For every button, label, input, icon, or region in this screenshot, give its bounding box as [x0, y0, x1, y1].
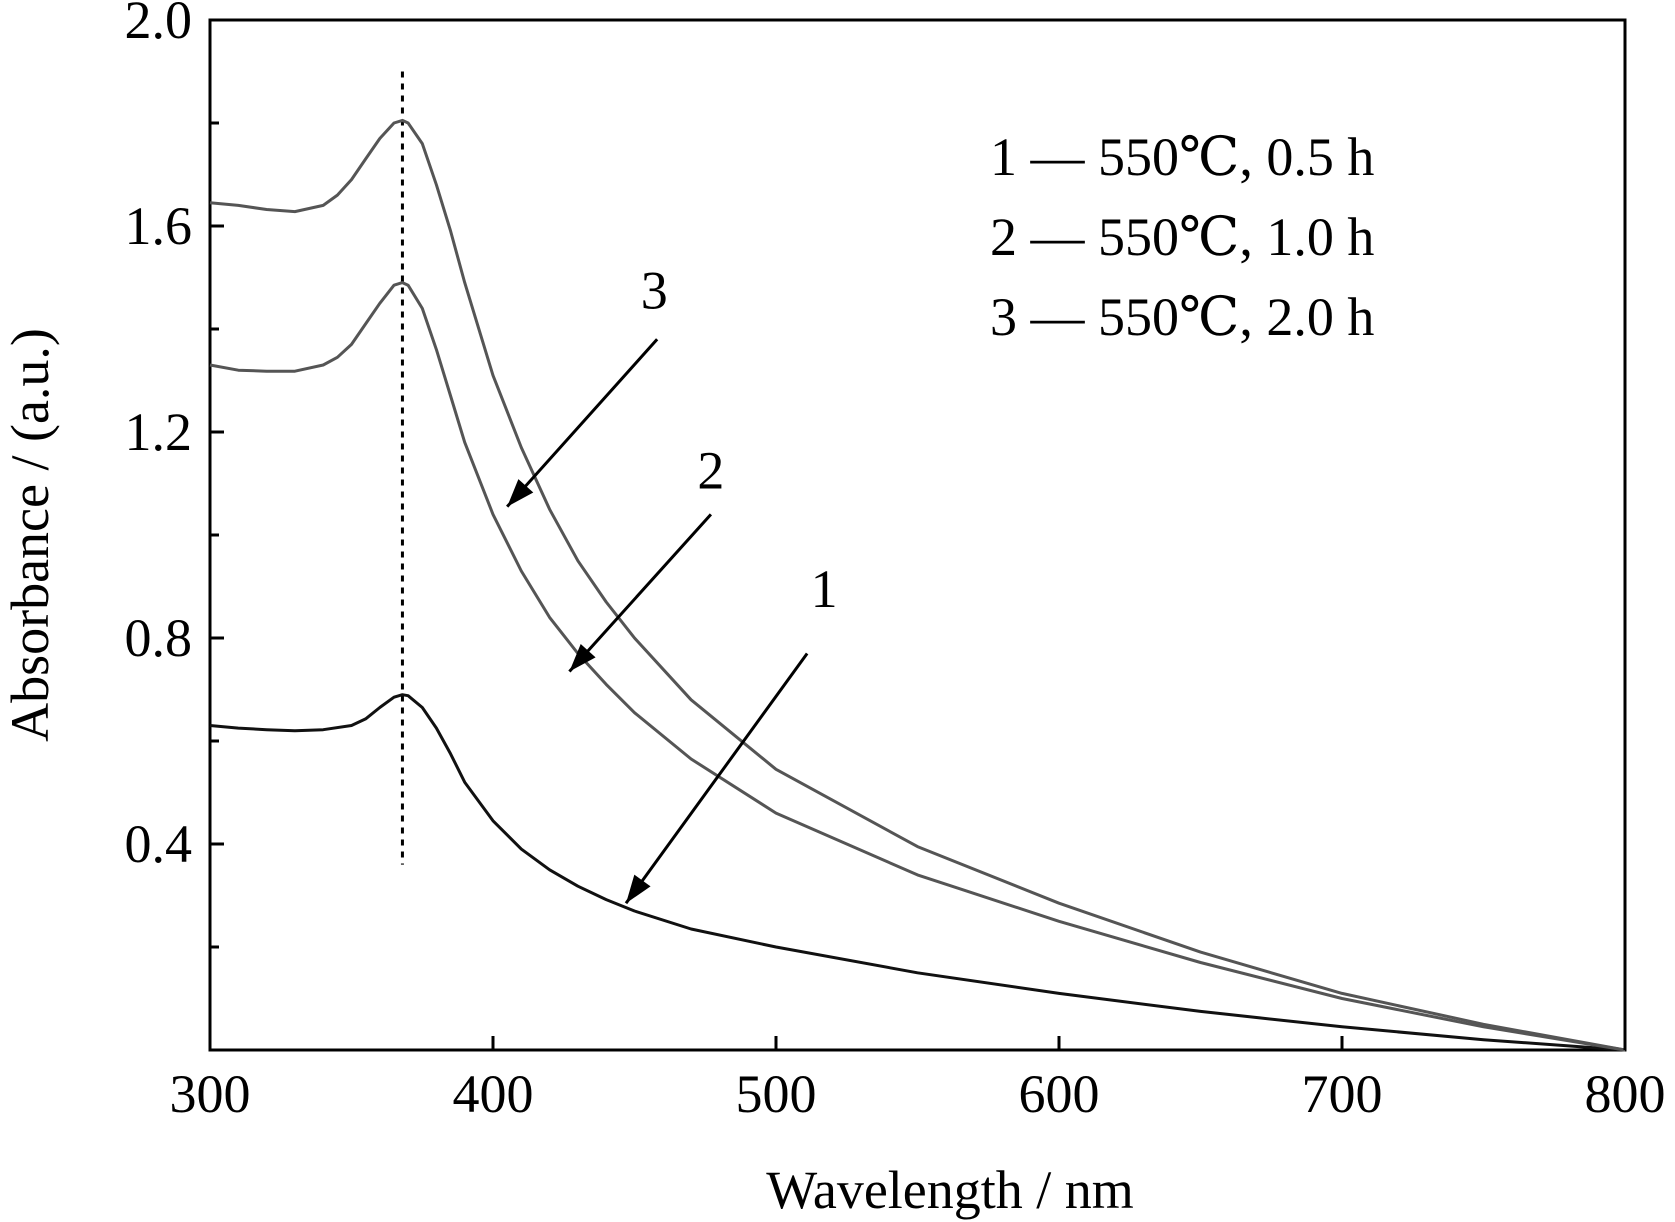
series-layer: [209, 118, 1626, 1052]
curve-labels: 1 2 3: [641, 260, 838, 619]
series-line-3: [209, 118, 1626, 1052]
arrow-head-3: [507, 479, 534, 507]
curve-label-3: 3: [641, 260, 668, 320]
arrow-line-2: [568, 513, 713, 673]
arrow-head-1: [626, 874, 651, 904]
legend-entry-1: 1 — 550℃, 0.5 h: [990, 127, 1374, 187]
series-line-2: [209, 281, 1626, 1052]
x-tick-label: 700: [1302, 1064, 1383, 1124]
curve-label-1: 1: [811, 559, 838, 619]
curve-label-2: 2: [697, 441, 724, 501]
y-tick-label: 2.0: [125, 0, 193, 50]
y-tick-label: 0.4: [125, 814, 193, 874]
x-tick-label: 400: [453, 1064, 534, 1124]
x-tick-label: 500: [736, 1064, 817, 1124]
y-axis-title: Absorbance / (a.u.): [0, 328, 60, 742]
tick-layer: [208, 18, 1627, 1050]
series-line-1: [209, 693, 1626, 1052]
arrow-layer: [506, 338, 809, 905]
arrow-line-1: [624, 652, 809, 905]
arrow-head-2: [569, 643, 596, 672]
x-tick-label: 800: [1585, 1064, 1666, 1124]
legend-entry-2: 2 — 550℃, 1.0 h: [990, 207, 1374, 267]
legend: 1 — 550℃, 0.5 h 2 — 550℃, 1.0 h 3 — 550℃…: [990, 127, 1374, 347]
legend-entry-3: 3 — 550℃, 2.0 h: [990, 287, 1374, 347]
x-tick-label: 300: [170, 1064, 251, 1124]
y-tick-label: 1.2: [125, 402, 193, 462]
y-tick-label: 0.8: [125, 608, 193, 668]
x-axis-title: Wavelength / nm: [766, 1160, 1134, 1220]
arrow-line-3: [506, 338, 659, 508]
x-tick-label: 600: [1019, 1064, 1100, 1124]
y-tick-label: 1.6: [125, 196, 193, 256]
plot-frame: [208, 18, 1627, 1052]
tick-label-layer: 300 400 500 600 700 800 0.4 0.8 1.2 1.6 2.0: [125, 0, 1666, 1124]
